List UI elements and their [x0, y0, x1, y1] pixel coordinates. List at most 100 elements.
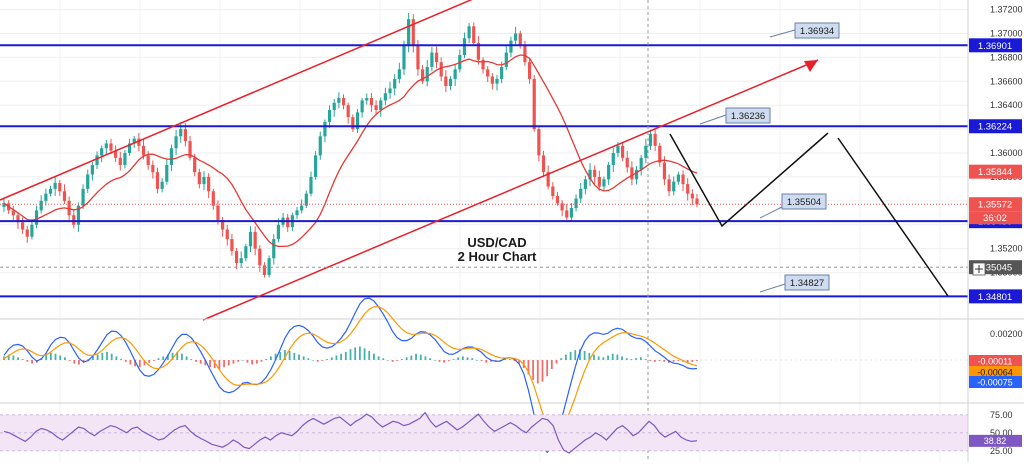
candle-body — [667, 179, 671, 192]
macd-histogram-bar — [335, 355, 338, 360]
channel-lower-line — [202, 59, 819, 321]
macd-histogram-bar — [326, 359, 328, 360]
candle-body — [653, 133, 657, 146]
macd-histogram-bar — [686, 360, 689, 363]
macd-histogram-bar — [293, 352, 296, 360]
macd-histogram-bar — [279, 351, 282, 360]
macd-histogram-bar — [658, 360, 661, 361]
macd-histogram-bar — [260, 360, 263, 362]
projection-path — [669, 132, 829, 228]
macd-histogram-bar — [433, 360, 436, 361]
macd-histogram-bar — [237, 360, 240, 362]
candle-body — [365, 98, 369, 101]
macd-histogram-bar — [368, 351, 371, 360]
candle-body — [48, 188, 53, 194]
macd-histogram-bar — [635, 358, 638, 360]
candle-body — [300, 205, 304, 211]
candle-body — [286, 217, 290, 228]
macd-histogram-bar — [143, 360, 146, 366]
candle-body — [527, 62, 532, 79]
macd-histogram-bar — [363, 348, 366, 360]
candle-body — [453, 69, 457, 79]
candle-body — [532, 78, 536, 130]
macd-histogram-bar — [616, 354, 619, 360]
candle-body — [416, 45, 420, 70]
countdown-label: 36:02 — [983, 213, 1007, 224]
candle-body — [681, 174, 685, 185]
macd-histogram-bar — [644, 359, 647, 360]
macd-histogram-bar — [190, 359, 193, 360]
macd-histogram-bar — [152, 360, 155, 361]
candle-body — [346, 105, 350, 118]
callout-label: 1.34827 — [790, 278, 824, 289]
macd-histogram-bar — [536, 360, 539, 384]
price-tick-label: 1.36600 — [990, 76, 1023, 86]
macd-histogram-bar — [92, 356, 94, 360]
price-tick-label: 1.36400 — [990, 100, 1023, 110]
macd-histogram-bar — [274, 353, 277, 360]
candle-body — [188, 141, 192, 158]
macd-histogram-bar — [663, 360, 666, 362]
macd-histogram-bar — [672, 360, 675, 362]
callout-label: 1.36934 — [800, 26, 834, 37]
candle-body — [211, 191, 215, 206]
macd-signal-line — [3, 306, 698, 434]
macd-histogram-bar — [443, 360, 446, 363]
candle-body — [476, 43, 481, 60]
candle-body — [620, 145, 625, 158]
macd-histogram-bar — [494, 360, 497, 361]
candle-body — [318, 136, 322, 156]
candle-body — [369, 98, 374, 106]
candle-body — [72, 215, 76, 225]
price-badge-label: 1.35045 — [978, 263, 1012, 274]
crosshair-icon[interactable] — [972, 262, 986, 276]
candle-body — [86, 174, 90, 189]
macd-histogram-bar — [110, 353, 113, 360]
macd-histogram-bar — [26, 360, 29, 362]
candle-body — [602, 179, 606, 187]
macd-histogram-bar — [696, 360, 698, 361]
macd-histogram-bar — [21, 359, 24, 360]
callout-label: 1.36236 — [731, 111, 765, 122]
rsi-pane — [0, 411, 968, 454]
candle-body — [244, 246, 248, 259]
macd-histogram-bar — [480, 360, 483, 361]
macd-pane — [0, 297, 968, 454]
candle-body — [425, 66, 429, 82]
moving-average-line — [3, 54, 698, 248]
candle-body — [327, 109, 332, 122]
candle-body — [141, 145, 146, 156]
macd-histogram-bar — [621, 356, 623, 360]
candle-body — [355, 112, 360, 130]
macd-histogram-bar — [265, 359, 268, 360]
macd-value-badge — [969, 355, 1022, 367]
macd-histogram-bar — [438, 360, 441, 362]
macd-histogram-bar — [461, 356, 464, 360]
candle-body — [100, 148, 104, 156]
macd-histogram-bar — [546, 360, 549, 377]
macd-histogram-bar — [691, 360, 694, 362]
macd-value-label: -0.00011 — [978, 357, 1013, 367]
candle-body — [583, 179, 587, 189]
macd-histogram-bar — [17, 357, 19, 360]
candle-body — [444, 76, 448, 87]
candle-body — [11, 210, 15, 216]
price-tick-label: 1.37000 — [990, 28, 1023, 38]
candle-body — [393, 78, 397, 89]
rsi-line — [3, 411, 698, 454]
horizontal-levels — [0, 44, 968, 298]
candle-body — [658, 145, 662, 163]
macd-histogram-bar — [550, 360, 553, 369]
callout-3: 1.35504 — [759, 193, 827, 219]
rsi-tick-label: 50.00 — [990, 428, 1013, 438]
macd-histogram-bar — [176, 351, 179, 360]
price-tick-label: 1.36800 — [990, 52, 1023, 62]
candle-body — [272, 239, 276, 259]
macd-histogram-bar — [31, 360, 33, 364]
candle-body — [625, 157, 629, 168]
callout-1: 1.36934 — [769, 22, 840, 39]
candle-body — [16, 215, 20, 223]
price-badge — [969, 164, 1022, 179]
